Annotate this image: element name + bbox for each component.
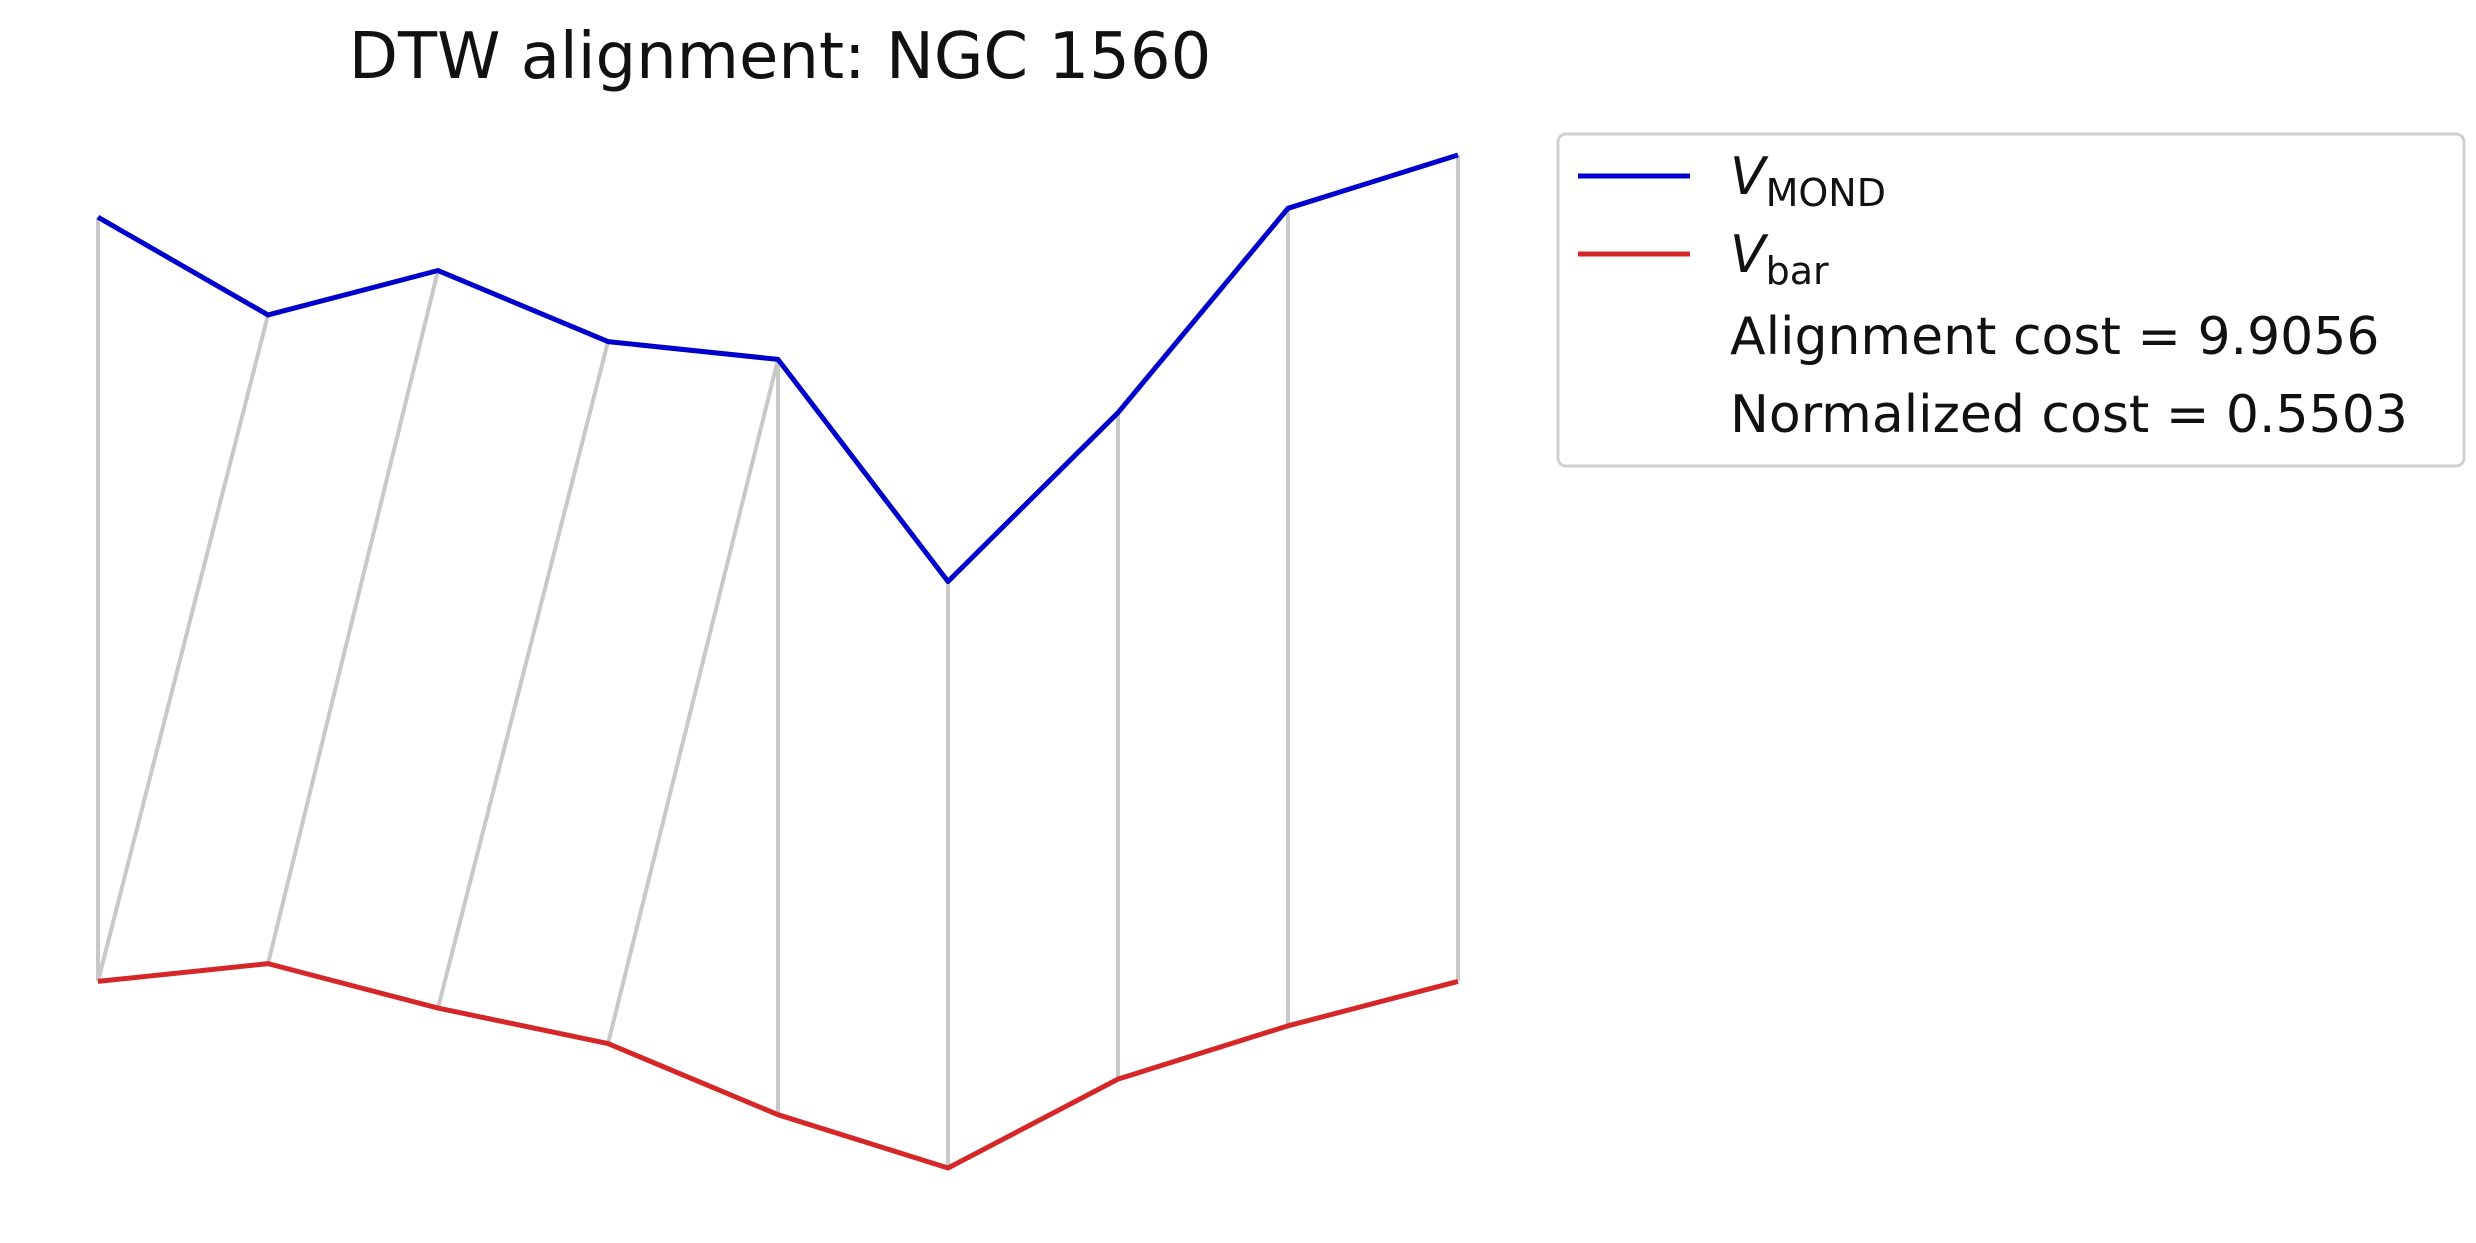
alignment-lines [96, 155, 1460, 1168]
legend: VMOND Vbar Alignment cost = 9.9056 Norma… [1556, 132, 2466, 468]
alignment-line [436, 341, 610, 1009]
alignment-line [606, 358, 780, 1045]
alignment-cost-annotation: Alignment cost = 9.9056 [1730, 307, 2379, 367]
series-line-bar [97, 961, 1459, 1171]
normalized-cost-annotation: Normalized cost = 0.5503 [1730, 385, 2408, 445]
alignment-line [96, 314, 270, 982]
chart-title: DTW alignment: NGC 1560 [349, 20, 1212, 94]
legend-label-bar: Vbar [1730, 225, 1829, 293]
series-lines [96, 152, 1459, 1171]
series-line-mond [96, 152, 1459, 585]
legend-label-mond: VMOND [1730, 147, 1886, 215]
legend-frame [1556, 132, 2466, 468]
alignment-line [266, 270, 440, 965]
